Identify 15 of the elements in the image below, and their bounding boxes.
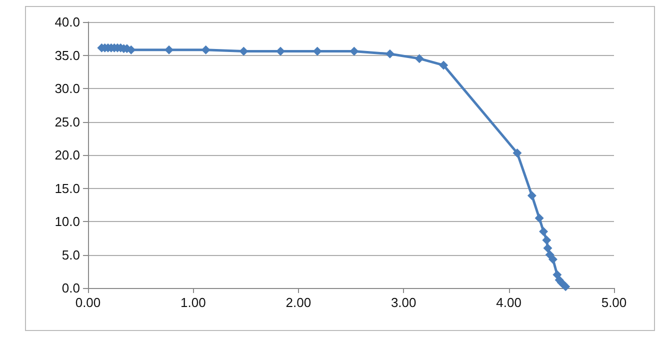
x-tick-label: 5.00 (601, 295, 627, 310)
x-tick-label: 2.00 (286, 295, 312, 310)
y-tick-label: 30.0 (54, 81, 80, 96)
x-tick-label: 1.00 (180, 295, 206, 310)
y-tick-label: 25.0 (54, 114, 80, 130)
y-tick-label: 0.0 (62, 280, 80, 296)
x-tick-label: 4.00 (496, 295, 522, 310)
y-tick-label: 5.0 (62, 247, 80, 262)
y-tick-label: 20.0 (54, 148, 80, 162)
y-tick-label: 35.0 (54, 48, 80, 63)
x-tick-label: 3.00 (390, 295, 416, 310)
x-tick-label: 0.00 (75, 295, 101, 310)
y-tick-label: 15.0 (54, 180, 80, 196)
y-tick-label: 10.0 (54, 214, 80, 229)
y-tick-label: 40.0 (54, 14, 80, 30)
